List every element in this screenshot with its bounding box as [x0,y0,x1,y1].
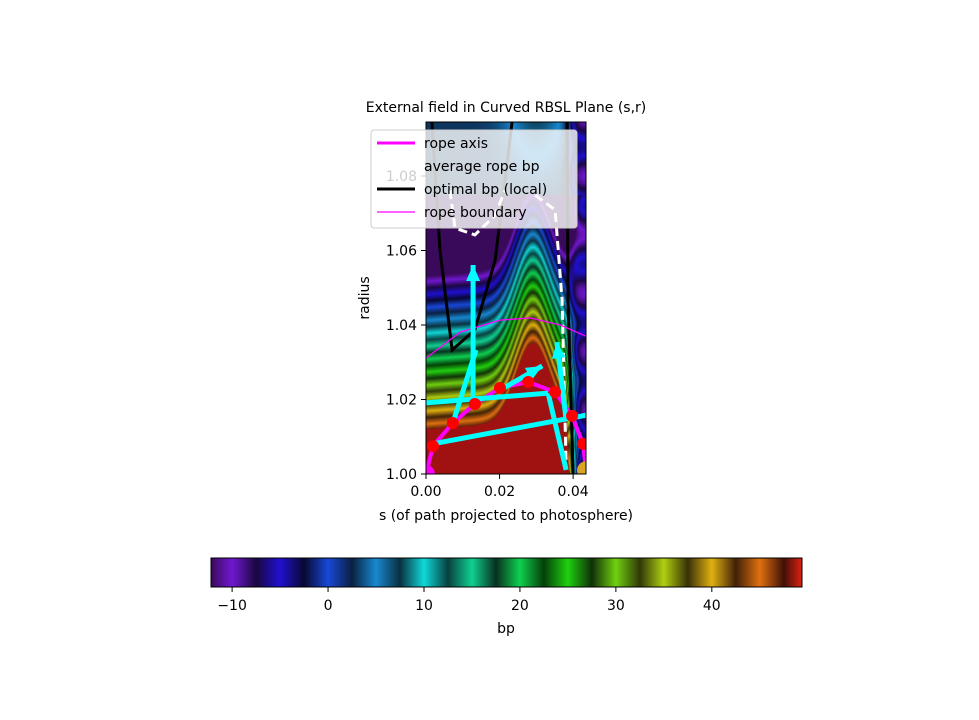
rope-axis-point [493,381,506,394]
colorbar-tick-label: 40 [703,598,721,614]
colorbar-tick-label: 20 [511,598,529,614]
x-axis-label: s (of path projected to photosphere) [379,508,633,524]
x-tick-label: 0.02 [484,484,515,500]
field-vector-arrowhead [524,365,543,381]
plot-marks [426,122,586,474]
y-tick-label: 1.04 [386,318,417,334]
rope-axis-point [426,440,439,453]
field-vector [545,392,569,471]
legend-label: rope boundary [424,205,527,221]
colorbar-label: bp [497,621,515,637]
field-vector [432,412,586,447]
rope-axis-point [522,375,535,388]
field-vector-arrowhead [466,265,481,282]
field-vector [426,390,549,406]
legend-label: rope axis [424,136,488,152]
rope-boundary-line [426,317,586,359]
legend-label: average rope bp [424,159,540,175]
rope-axis-point [566,409,579,422]
y-tick-label: 1.00 [386,467,417,483]
x-tick-label: 0.00 [410,484,441,500]
field-vector-arrowhead [551,342,566,359]
chart-title: External field in Curved RBSL Plane (s,r… [366,100,647,116]
colorbar-tick-label: −10 [217,598,247,614]
rope-axis-point [549,386,562,399]
colorbar-axis: −10 0 10 20 30 40 [217,587,721,614]
average-bp-line [448,189,507,237]
footpoint-marker [577,461,586,474]
rope-axis-line [426,379,586,474]
rope-axis-point [577,437,586,450]
x-tick-label: 0.04 [558,484,589,500]
colorbar-tick-label: 0 [324,598,333,614]
rope-axis-point [468,397,481,410]
rope-axis-point [446,416,459,429]
legend-box [370,129,578,229]
y-tick-label: 1.02 [386,393,417,409]
legend-label: optimal bp (local) [424,182,547,198]
optimal-bp-line [430,122,514,353]
x-axis: 0.00 0.02 0.04 [410,474,589,500]
y-axis-label: radius [357,276,373,319]
y-tick-label: 1.06 [386,244,417,260]
footpoint-marker [426,465,435,474]
colorbar-tick-label: 30 [607,598,625,614]
colorbar [210,557,803,588]
axes-frame [425,121,587,475]
colorbar-tick-label: 10 [415,598,433,614]
legend: rope axis average rope bp optimal bp (loca… [370,129,578,229]
